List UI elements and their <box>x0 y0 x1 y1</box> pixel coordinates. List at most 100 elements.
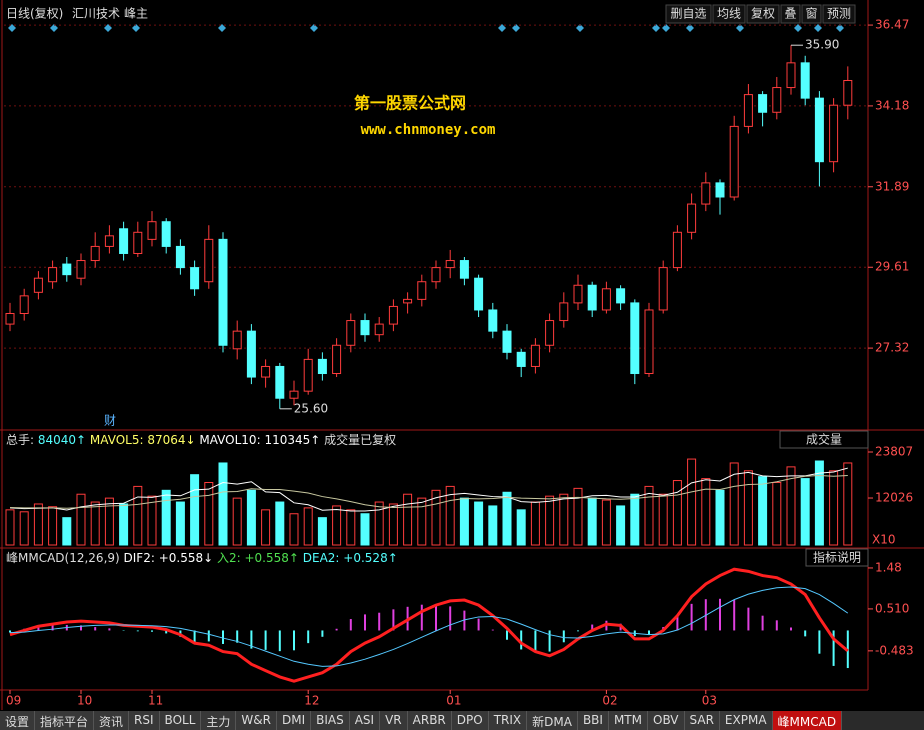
y-tick-label: 1.48 <box>875 560 902 574</box>
toolbar-label[interactable]: 删自选 <box>670 7 706 21</box>
toolbar: 删自选 均线 复权叠窗预测 <box>665 4 856 24</box>
volume-bar <box>119 503 129 546</box>
toolbar-label[interactable]: 均线 <box>717 7 741 21</box>
tab[interactable]: 设置 <box>0 711 36 730</box>
volume-bar <box>246 489 256 546</box>
candle-body <box>743 94 753 127</box>
candle-body <box>104 235 114 247</box>
tab[interactable]: 资讯 <box>94 711 130 730</box>
toolbar-button[interactable] <box>746 4 780 24</box>
candle-body <box>488 309 498 332</box>
x-tick-label: 03 <box>702 694 717 708</box>
candle-body <box>431 267 441 283</box>
volume-button[interactable] <box>779 430 869 449</box>
y-tick-label: 27.32 <box>875 341 909 355</box>
tab[interactable]: OBV <box>648 711 685 730</box>
toolbar-label[interactable]: 复权 <box>751 7 775 21</box>
candle-body <box>701 182 711 205</box>
volume-bar <box>729 462 739 546</box>
candle-body <box>814 97 824 163</box>
header-item: 84040↑ <box>38 433 90 447</box>
volume-bar <box>545 495 555 546</box>
toolbar-label[interactable]: 叠 <box>784 7 796 21</box>
tab[interactable]: EXPMA <box>719 711 773 730</box>
volume-bar <box>672 480 682 546</box>
tab[interactable]: BOLL <box>159 711 202 730</box>
candle-body <box>204 238 214 283</box>
tab[interactable]: BBI <box>577 711 609 730</box>
candle-body <box>175 245 185 269</box>
volume-bar <box>559 493 569 546</box>
candle-body <box>374 323 384 336</box>
volume-bar <box>175 501 185 546</box>
candle-body <box>332 344 342 375</box>
tab[interactable]: 新DMA <box>527 711 578 730</box>
candle-body <box>616 288 626 304</box>
candle-body <box>530 344 540 367</box>
candle-body <box>403 298 413 304</box>
event-marker[interactable]: 财 <box>104 414 116 428</box>
candle-body <box>772 87 782 113</box>
tab[interactable]: DPO <box>451 711 489 730</box>
indicator-button-label[interactable]: 指标说明 <box>813 550 861 565</box>
volume-bar <box>190 474 200 546</box>
tab[interactable]: VR <box>380 711 408 730</box>
toolbar-label[interactable]: 窗 <box>805 7 817 21</box>
candle-body <box>275 365 285 399</box>
tab[interactable]: BIAS <box>311 711 350 730</box>
toolbar-button[interactable] <box>801 4 822 24</box>
volume-bar <box>658 493 668 546</box>
toolbar-label[interactable]: 预测 <box>827 7 851 21</box>
y-tick-label: 23807 <box>875 445 913 459</box>
tab[interactable]: ARBR <box>407 711 452 730</box>
candle-body <box>218 238 228 346</box>
volume-bar <box>687 458 697 546</box>
candle-body <box>161 221 171 247</box>
candle-body <box>630 302 640 375</box>
volume-bar <box>758 476 768 546</box>
tab[interactable]: 峰MMCAD <box>772 711 843 730</box>
tab[interactable]: 指标平台 <box>35 711 95 730</box>
line <box>9 567 849 683</box>
volume-bar <box>772 482 782 546</box>
volume-bar <box>431 489 441 546</box>
header-item: 成交量已复权 <box>324 432 396 447</box>
tab[interactable]: ASI <box>349 711 381 730</box>
tab[interactable]: SAR <box>684 711 720 730</box>
chart-title: 日线(复权) <box>6 7 63 21</box>
extreme-label: 35.90 <box>805 38 839 52</box>
tab[interactable]: DMI <box>276 711 312 730</box>
header-item: 峰MMCAD(12,26,9) <box>6 551 124 565</box>
candle-body <box>119 228 129 254</box>
volume-bar <box>488 505 498 546</box>
volume-bar <box>743 470 753 546</box>
tab[interactable]: 主力 <box>201 711 237 730</box>
tab[interactable]: RSI <box>129 711 160 730</box>
header-item: MAVOL10: <box>199 433 264 447</box>
volume-bar <box>644 485 654 546</box>
candle-body <box>417 281 427 300</box>
candle-body <box>147 221 157 240</box>
x-tick-label: 11 <box>148 694 163 708</box>
toolbar-button[interactable] <box>822 4 856 24</box>
tab[interactable]: W&R <box>236 711 277 730</box>
volume-bar <box>104 497 114 546</box>
volume-bar <box>715 489 725 546</box>
volume-bar <box>573 487 583 546</box>
volume-button-label[interactable]: 成交量 <box>806 432 842 447</box>
header-item: 总手: <box>6 433 38 447</box>
volume-bar <box>5 509 15 546</box>
tab[interactable]: MTM <box>608 711 648 730</box>
volume-bar <box>133 485 143 546</box>
toolbar-button[interactable] <box>712 4 746 24</box>
volume-bar <box>19 511 29 546</box>
tab[interactable]: TRIX <box>488 711 528 730</box>
volume-bar <box>303 507 313 546</box>
volume-bar <box>474 501 484 546</box>
indicator-button[interactable] <box>805 548 869 567</box>
toolbar-button[interactable] <box>780 4 801 24</box>
toolbar-button[interactable] <box>665 4 712 24</box>
candle-body <box>843 79 853 106</box>
candle-body <box>658 267 668 311</box>
volume-bar <box>502 491 512 546</box>
